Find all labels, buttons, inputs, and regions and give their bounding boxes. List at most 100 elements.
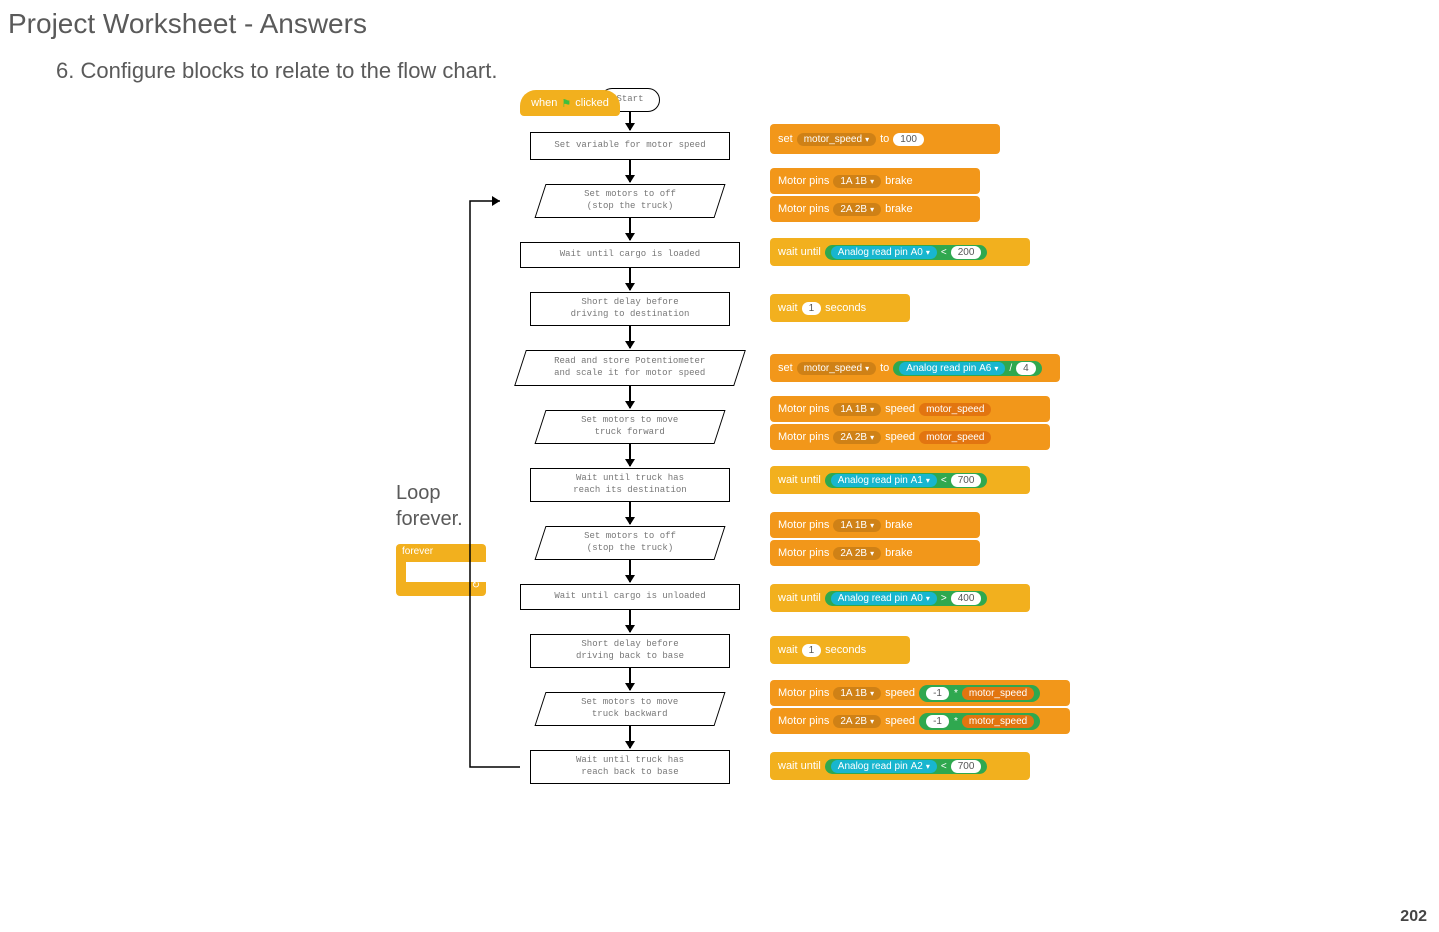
motor-speed-2a: Motor pins 2A 2B▾ speed motor_speed (770, 424, 1050, 450)
analog-read-a0: Analog read pin A0▾ (831, 246, 937, 259)
flow-motors-off-2-text: Set motors to off(stop the truck) (584, 531, 676, 554)
flow-move-back: Set motors to movetruck backward (534, 692, 725, 726)
flow-start-text: Start (616, 94, 643, 106)
page-title: Project Worksheet - Answers (0, 0, 1439, 40)
pin-a1: A1 (911, 475, 923, 486)
motor-pins-label: Motor pins (778, 715, 829, 727)
pins-1a1b: 1A 1B▾ (833, 175, 881, 188)
wait-seconds-block-1: wait 1 seconds (770, 294, 910, 322)
mode-brake: brake (885, 519, 913, 531)
wait-until-loaded-block: wait until Analog read pin A0▾ < 200 (770, 238, 1030, 266)
analog-read-a6: Analog read pin A6▾ (899, 362, 1005, 375)
wait-until-label: wait until (778, 474, 821, 486)
motor-backward-stack: Motor pins 1A 1B▾ speed -1 * motor_speed… (770, 680, 1070, 736)
condition-lt-a1: Analog read pin A1▾ < 700 (825, 473, 988, 488)
condition-gt-a0: Analog read pin A0▾ > 400 (825, 591, 988, 606)
arrow-5 (629, 386, 631, 408)
threshold-700: 700 (951, 474, 982, 487)
pins-2a2b: 2A 2B▾ (833, 715, 881, 728)
arrow-7 (629, 502, 631, 524)
mode-brake: brake (885, 203, 913, 215)
motor-brake-1a: Motor pins 1A 1B▾ brake (770, 168, 980, 194)
arrow-8 (629, 560, 631, 582)
motor-brake-2a: Motor pins 2A 2B▾ brake (770, 196, 980, 222)
dropdown-icon: ▾ (926, 476, 930, 485)
analog-label: Analog read pin (838, 475, 908, 486)
brake-stack-2: Motor pins 1A 1B▾ brake Motor pins 2A 2B… (770, 512, 980, 568)
flow-wait-unloaded: Wait until cargo is unloaded (520, 584, 740, 610)
wait-until-label: wait until (778, 760, 821, 772)
motor-speed-var: motor_speed (962, 687, 1034, 700)
flow-read-pot-text: Read and store Potentiometerand scale it… (554, 356, 705, 379)
speed-word: speed (885, 431, 915, 443)
flow-wait-loaded: Wait until cargo is loaded (520, 242, 740, 268)
flow-set-var: Set variable for motor speed (530, 132, 730, 160)
analog-read-a1: Analog read pin A1▾ (831, 474, 937, 487)
loop-label-line1: Loop (396, 482, 441, 504)
when-flag-clicked-block: when ⚑ clicked (520, 90, 620, 116)
motor-speed-1a: Motor pins 1A 1B▾ speed motor_speed (770, 396, 1050, 422)
pins-text: 1A 1B (840, 404, 867, 415)
pins-2a2b: 2A 2B▾ (833, 431, 881, 444)
pins-2a2b-text: 2A 2B (840, 204, 867, 215)
flow-move-fwd: Set motors to movetruck forward (534, 410, 725, 444)
motor-speed-var: motor_speed (919, 431, 991, 444)
speed-word: speed (885, 403, 915, 415)
flow-motors-off-1-text: Set motors to off(stop the truck) (584, 189, 676, 212)
dropdown-icon: ▾ (870, 689, 874, 698)
main-area: Loop forever. forever Start Set variable… (0, 84, 1439, 904)
flow-delay-1-text: Short delay beforedriving to destination (571, 297, 690, 320)
flow-move-back-text: Set motors to movetruck backward (581, 697, 678, 720)
motor-pins-label: Motor pins (778, 431, 829, 443)
arrow-3 (629, 268, 631, 290)
pins-text: 1A 1B (840, 688, 867, 699)
wait-until-label: wait until (778, 592, 821, 604)
dropdown-icon: ▾ (870, 549, 874, 558)
threshold-400: 400 (951, 592, 982, 605)
speed-word: speed (885, 687, 915, 699)
pins-2a2b: 2A 2B▾ (833, 203, 881, 216)
motor-pins-label: Motor pins (778, 519, 829, 531)
wait-until-base-block: wait until Analog read pin A2▾ < 700 (770, 752, 1030, 780)
arrow-0 (629, 112, 631, 130)
flow-motors-off-2: Set motors to off(stop the truck) (534, 526, 725, 560)
wait-until-unloaded-block: wait until Analog read pin A0▾ > 400 (770, 584, 1030, 612)
var-ms-text: motor_speed (804, 363, 862, 374)
word-to: to (880, 133, 889, 145)
arrow-4 (629, 326, 631, 348)
seconds-label: seconds (825, 644, 866, 656)
flow-wait-loaded-text: Wait until cargo is loaded (560, 249, 700, 261)
dropdown-icon: ▾ (870, 205, 874, 214)
pins-1a1b: 1A 1B▾ (833, 687, 881, 700)
pin-a0: A0 (911, 247, 923, 258)
loop-forever-label: Loop forever. (396, 480, 463, 532)
pins-1a1b-text: 1A 1B (840, 176, 867, 187)
flow-wait-dest: Wait until truck hasreach its destinatio… (530, 468, 730, 502)
dropdown-icon: ▾ (870, 405, 874, 414)
wait-value-1: 1 (802, 302, 822, 315)
arrow-2 (629, 218, 631, 240)
word-set: set (778, 362, 793, 374)
word-set: set (778, 133, 793, 145)
wait-until-dest-block: wait until Analog read pin A1▾ < 700 (770, 466, 1030, 494)
set-variable-block: set motor_speed▾ to 100 (770, 124, 1000, 154)
flow-wait-dest-text: Wait until truck hasreach its destinatio… (573, 473, 686, 496)
flow-motors-off-1: Set motors to off(stop the truck) (534, 184, 725, 218)
flow-move-fwd-text: Set motors to movetruck forward (581, 415, 678, 438)
lt-op: < (941, 247, 947, 258)
dropdown-icon: ▾ (994, 364, 998, 373)
motor-pins-label: Motor pins (778, 687, 829, 699)
motor-brake-1a-2: Motor pins 1A 1B▾ brake (770, 512, 980, 538)
pins-text: 2A 2B (840, 432, 867, 443)
lt-op: < (941, 475, 947, 486)
dropdown-icon: ▾ (870, 717, 874, 726)
wait-label: wait (778, 302, 798, 314)
loop-label-line2: forever. (396, 508, 463, 530)
condition-lt: Analog read pin A0▾ < 200 (825, 245, 988, 260)
brake-stack-1: Motor pins 1A 1B▾ brake Motor pins 2A 2B… (770, 168, 980, 224)
dropdown-icon: ▾ (865, 364, 869, 373)
value-100: 100 (893, 133, 924, 146)
dropdown-icon: ▾ (870, 521, 874, 530)
condition-lt-a2: Analog read pin A2▾ < 700 (825, 759, 988, 774)
motor-speed-var: motor_speed (919, 403, 991, 416)
